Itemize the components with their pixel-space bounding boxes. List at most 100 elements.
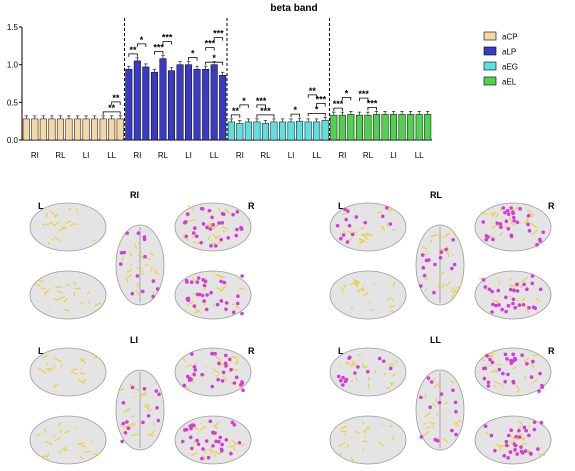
brain-node bbox=[523, 449, 528, 453]
right-hemisphere-label: R bbox=[248, 201, 255, 211]
connection-edge bbox=[354, 430, 360, 435]
connection-edge bbox=[429, 239, 433, 243]
legend-label: aEG bbox=[502, 63, 518, 72]
bar bbox=[270, 121, 278, 141]
connection-edge bbox=[191, 452, 198, 456]
brain-node bbox=[237, 440, 242, 445]
x-tick-label: LI bbox=[83, 151, 90, 160]
connection-edge bbox=[351, 360, 355, 366]
connection-edge bbox=[430, 233, 438, 238]
brain-node bbox=[517, 428, 521, 433]
brain-node bbox=[490, 360, 495, 365]
connection-edge bbox=[185, 364, 193, 368]
significance-bracket bbox=[205, 61, 224, 66]
bar bbox=[321, 120, 329, 141]
brain-node bbox=[525, 287, 529, 291]
x-tick-label: RI bbox=[236, 151, 244, 160]
brain-node bbox=[521, 302, 526, 307]
bar bbox=[219, 74, 227, 141]
brain-node bbox=[341, 383, 345, 387]
connection-edge bbox=[63, 308, 70, 312]
connection-edge bbox=[41, 354, 49, 359]
brain-node bbox=[205, 225, 209, 230]
brain-node bbox=[235, 227, 239, 232]
connection-edge bbox=[480, 358, 486, 362]
brain-node bbox=[151, 279, 156, 283]
brain-surface bbox=[29, 202, 107, 252]
brain-node bbox=[491, 237, 495, 242]
connection-edge bbox=[73, 292, 76, 297]
brain-node bbox=[519, 449, 524, 454]
connection-edge bbox=[378, 441, 385, 447]
brain-panel: RI L R bbox=[0, 185, 275, 325]
connection-edge bbox=[350, 456, 355, 463]
connection-edge bbox=[338, 442, 346, 447]
brain-node bbox=[192, 372, 197, 377]
brain-node bbox=[509, 361, 514, 366]
brain-node bbox=[508, 450, 513, 454]
brain-node bbox=[363, 220, 368, 225]
brain-node bbox=[234, 375, 239, 380]
brain-node bbox=[192, 226, 197, 230]
brain-node bbox=[514, 434, 518, 439]
connection-edge bbox=[509, 222, 515, 226]
connection-edge bbox=[118, 388, 124, 392]
x-tick-label: LL bbox=[107, 151, 116, 160]
brain-node bbox=[500, 307, 504, 312]
bar bbox=[381, 114, 389, 141]
brain-node bbox=[341, 233, 346, 237]
connection-edge bbox=[155, 382, 157, 384]
connection-edge bbox=[362, 450, 365, 453]
connection-edge bbox=[121, 255, 125, 262]
significance-label: ** bbox=[309, 86, 317, 96]
connection-edge bbox=[231, 439, 237, 445]
connection-edge bbox=[63, 297, 69, 303]
connection-edge bbox=[92, 239, 97, 242]
brain-node bbox=[135, 274, 140, 278]
brain-node bbox=[204, 439, 209, 443]
brain-node bbox=[215, 302, 220, 307]
connection-edge bbox=[484, 288, 488, 291]
significance-bracket bbox=[307, 94, 318, 98]
connection-edge bbox=[363, 291, 369, 297]
brain-node bbox=[182, 220, 187, 225]
brain-node bbox=[481, 220, 486, 224]
significance-bracket bbox=[213, 37, 224, 41]
brain-node bbox=[119, 262, 123, 266]
connection-edge bbox=[443, 401, 449, 406]
brain-node bbox=[217, 221, 221, 225]
bar bbox=[227, 121, 235, 141]
brain-node bbox=[182, 383, 187, 388]
connection-edge bbox=[186, 300, 195, 306]
brain-node bbox=[513, 443, 518, 448]
connection-edge bbox=[428, 420, 436, 425]
connection-edge bbox=[144, 263, 149, 267]
brain-surface bbox=[174, 347, 252, 397]
x-tick-label: RI bbox=[338, 151, 346, 160]
connection-edge bbox=[480, 211, 488, 215]
brain-node bbox=[483, 366, 488, 371]
bar bbox=[415, 114, 423, 141]
y-tick-label: 1.0 bbox=[7, 61, 19, 70]
connection-edge bbox=[47, 241, 50, 245]
connection-edge bbox=[80, 359, 84, 362]
bar bbox=[398, 114, 406, 141]
brain-node bbox=[503, 352, 508, 357]
brain-node bbox=[508, 287, 513, 292]
brain-node bbox=[339, 378, 343, 383]
connection-edge bbox=[358, 238, 364, 242]
connection-edge bbox=[423, 288, 429, 292]
connection-edge bbox=[131, 414, 135, 418]
brain-panel-title: RL bbox=[430, 190, 442, 200]
connection-edge bbox=[224, 208, 230, 215]
brain-node bbox=[522, 282, 526, 287]
left-hemisphere-label: L bbox=[338, 346, 344, 356]
brain-node bbox=[444, 247, 448, 252]
brain-node bbox=[486, 384, 491, 388]
connection-edge bbox=[46, 452, 50, 459]
brain-node bbox=[518, 207, 522, 211]
brain-node bbox=[520, 353, 524, 357]
connection-edge bbox=[444, 232, 450, 238]
connection-edge bbox=[130, 263, 133, 267]
connection-edge bbox=[425, 277, 429, 281]
